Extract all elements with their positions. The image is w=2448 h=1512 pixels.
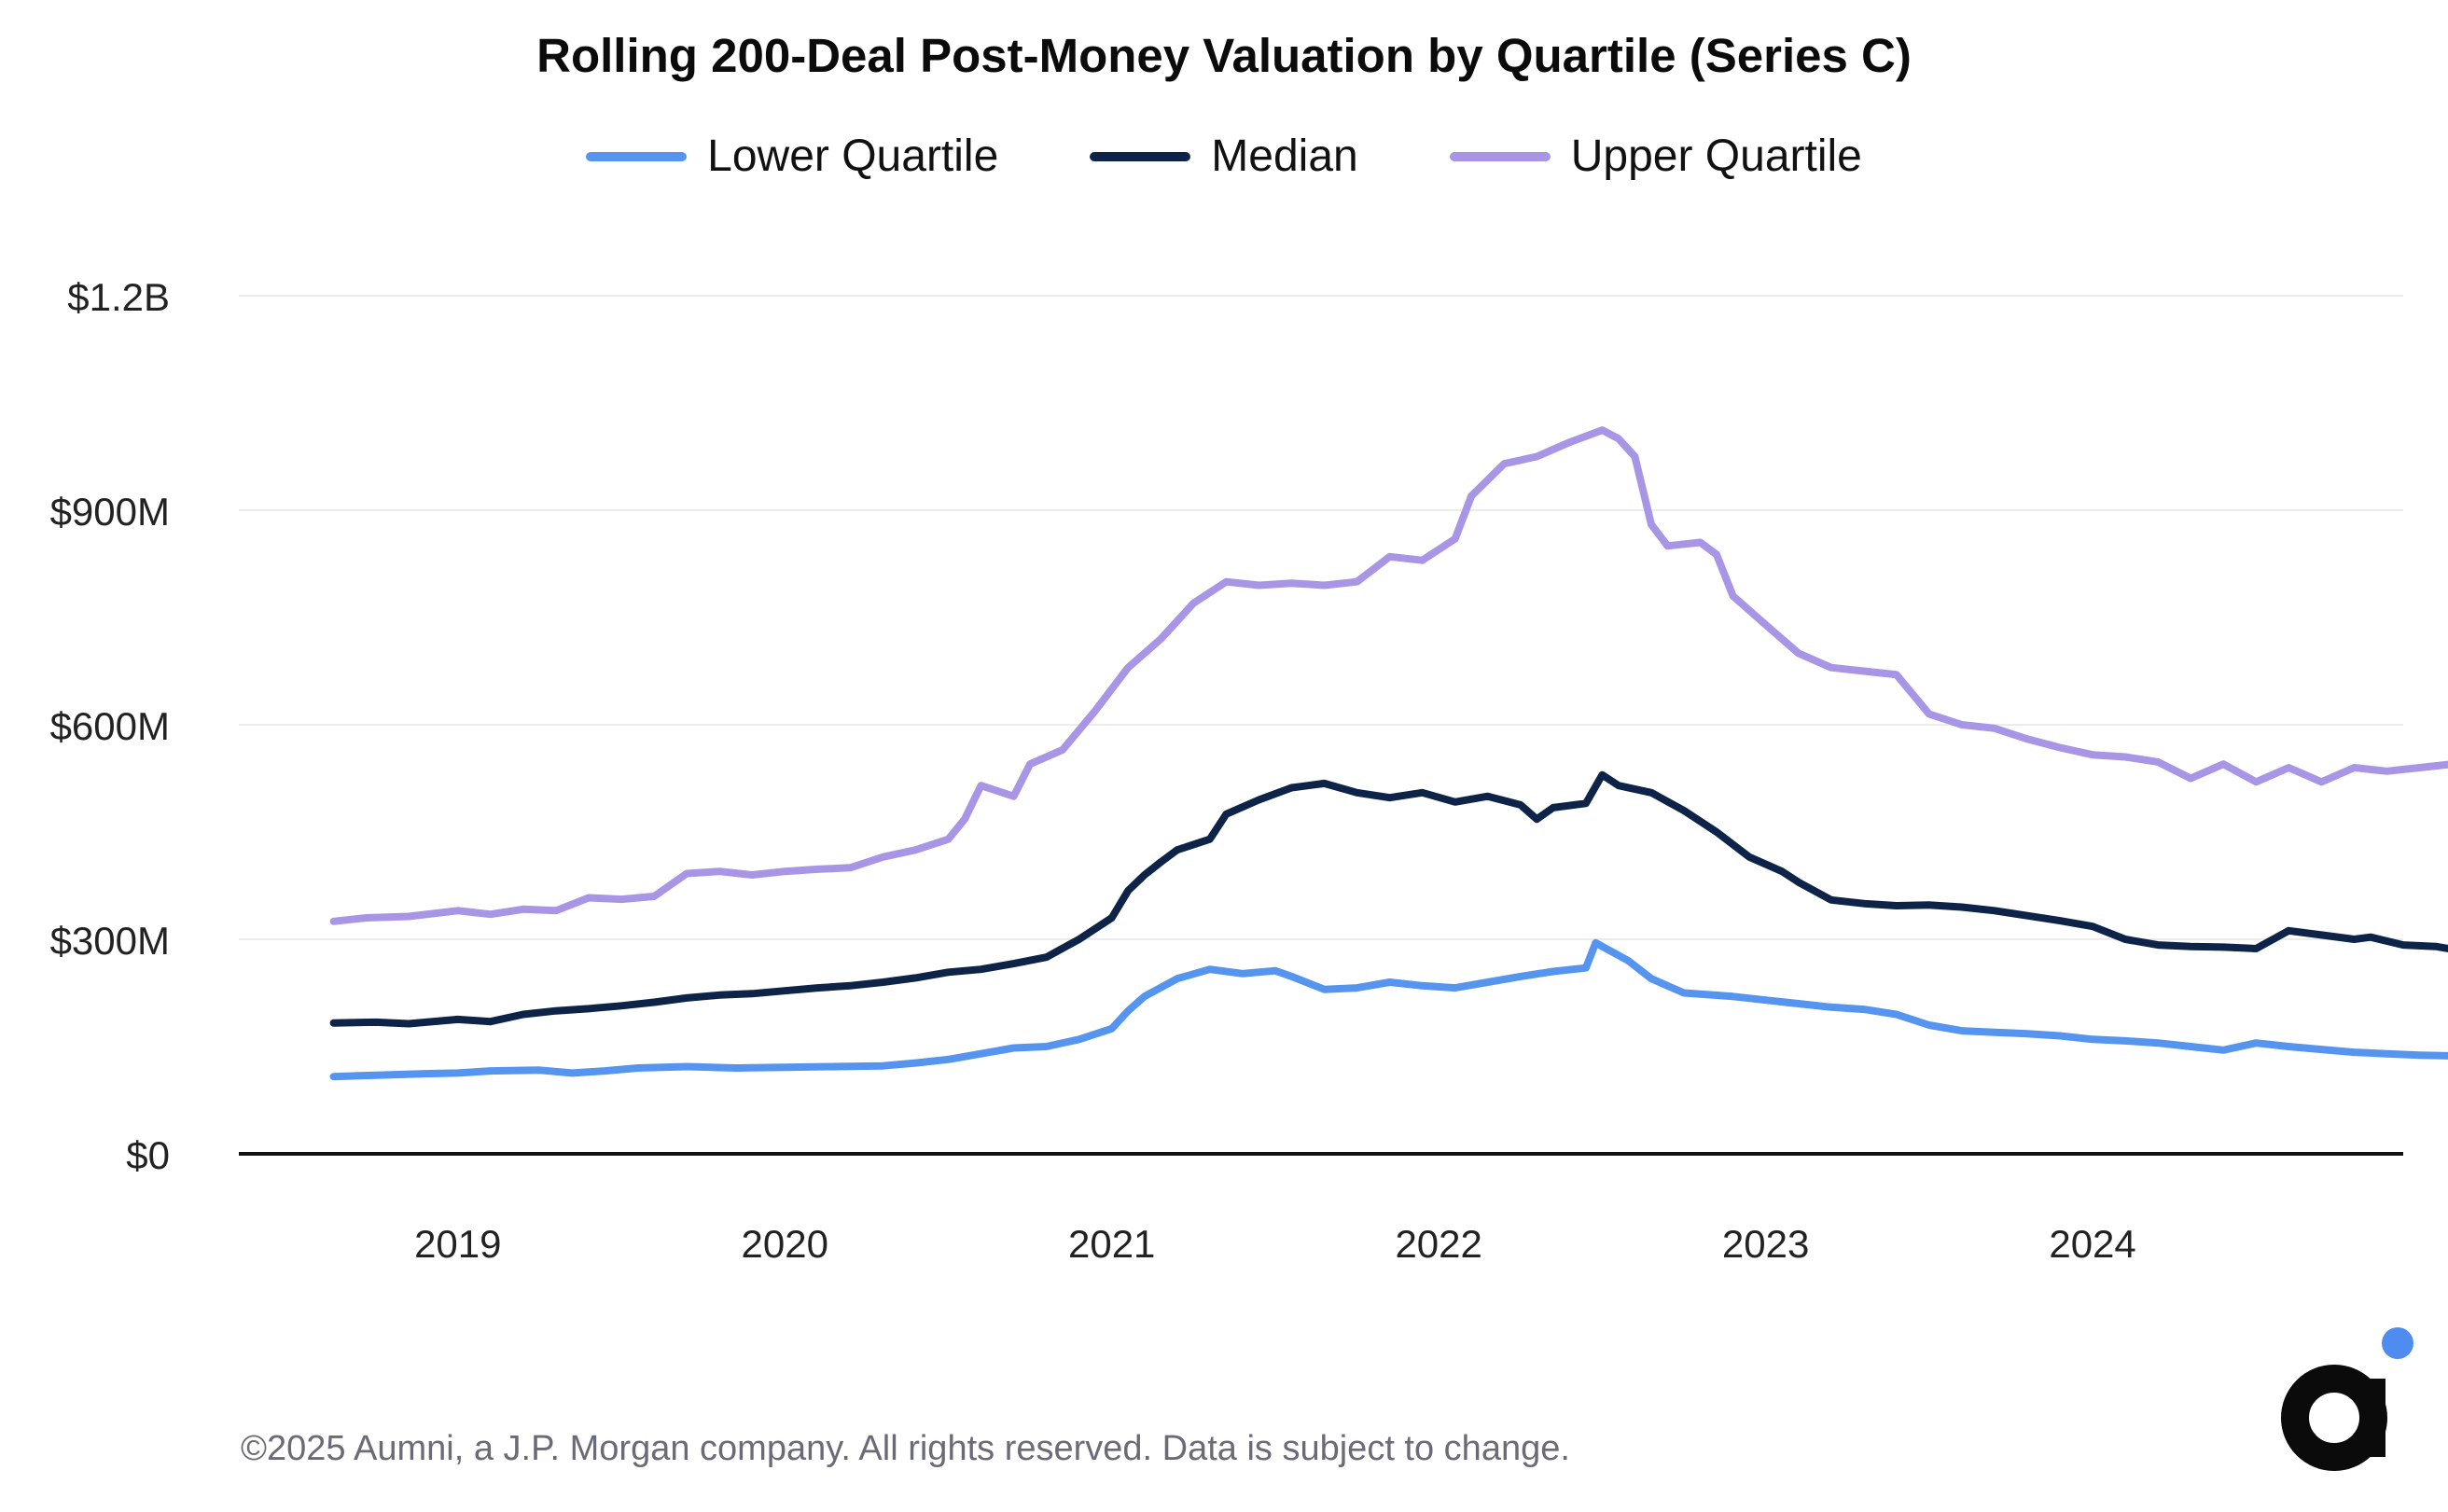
x-tick-label: 2022 (1395, 1222, 1481, 1266)
y-tick-label: $0 (126, 1133, 170, 1177)
y-tick-label: $600M (50, 704, 170, 748)
chart-legend: Lower Quartile Median Upper Quartile (0, 131, 2448, 182)
series-line-median (329, 770, 2448, 1028)
x-tick-label: 2019 (414, 1222, 501, 1266)
legend-swatch-lower-quartile (586, 151, 688, 161)
legend-item-lower-quartile: Lower Quartile (586, 131, 998, 182)
legend-swatch-upper-quartile (1449, 151, 1551, 161)
logo-dot (2382, 1327, 2413, 1359)
legend-swatch-median (1090, 151, 1191, 161)
legend-label-lower-quartile: Lower Quartile (707, 132, 999, 181)
x-tick-label: 2024 (2049, 1222, 2135, 1266)
copyright-footer: ©2025 Aumni, a J.P. Morgan company. All … (241, 1429, 1570, 1468)
y-tick-label: $1.2B (67, 275, 170, 319)
y-tick-label: $300M (50, 919, 170, 963)
x-tick-label: 2023 (1722, 1222, 1809, 1266)
series-line-upper-quartile (329, 426, 2448, 925)
aumni-logo (2281, 1327, 2413, 1471)
legend-item-upper-quartile: Upper Quartile (1449, 131, 1862, 182)
series-line-lower-quartile (329, 938, 2448, 1081)
legend-item-median: Median (1090, 131, 1358, 182)
x-tick-label: 2021 (1068, 1222, 1155, 1266)
legend-label-upper-quartile: Upper Quartile (1570, 132, 1862, 181)
chart-title: Rolling 200-Deal Post-Money Valuation by… (536, 29, 1912, 82)
y-tick-label: $900M (50, 490, 170, 534)
logo-letter-stem (2359, 1379, 2385, 1457)
x-tick-label: 2020 (742, 1222, 828, 1266)
legend-label-median: Median (1211, 132, 1358, 181)
